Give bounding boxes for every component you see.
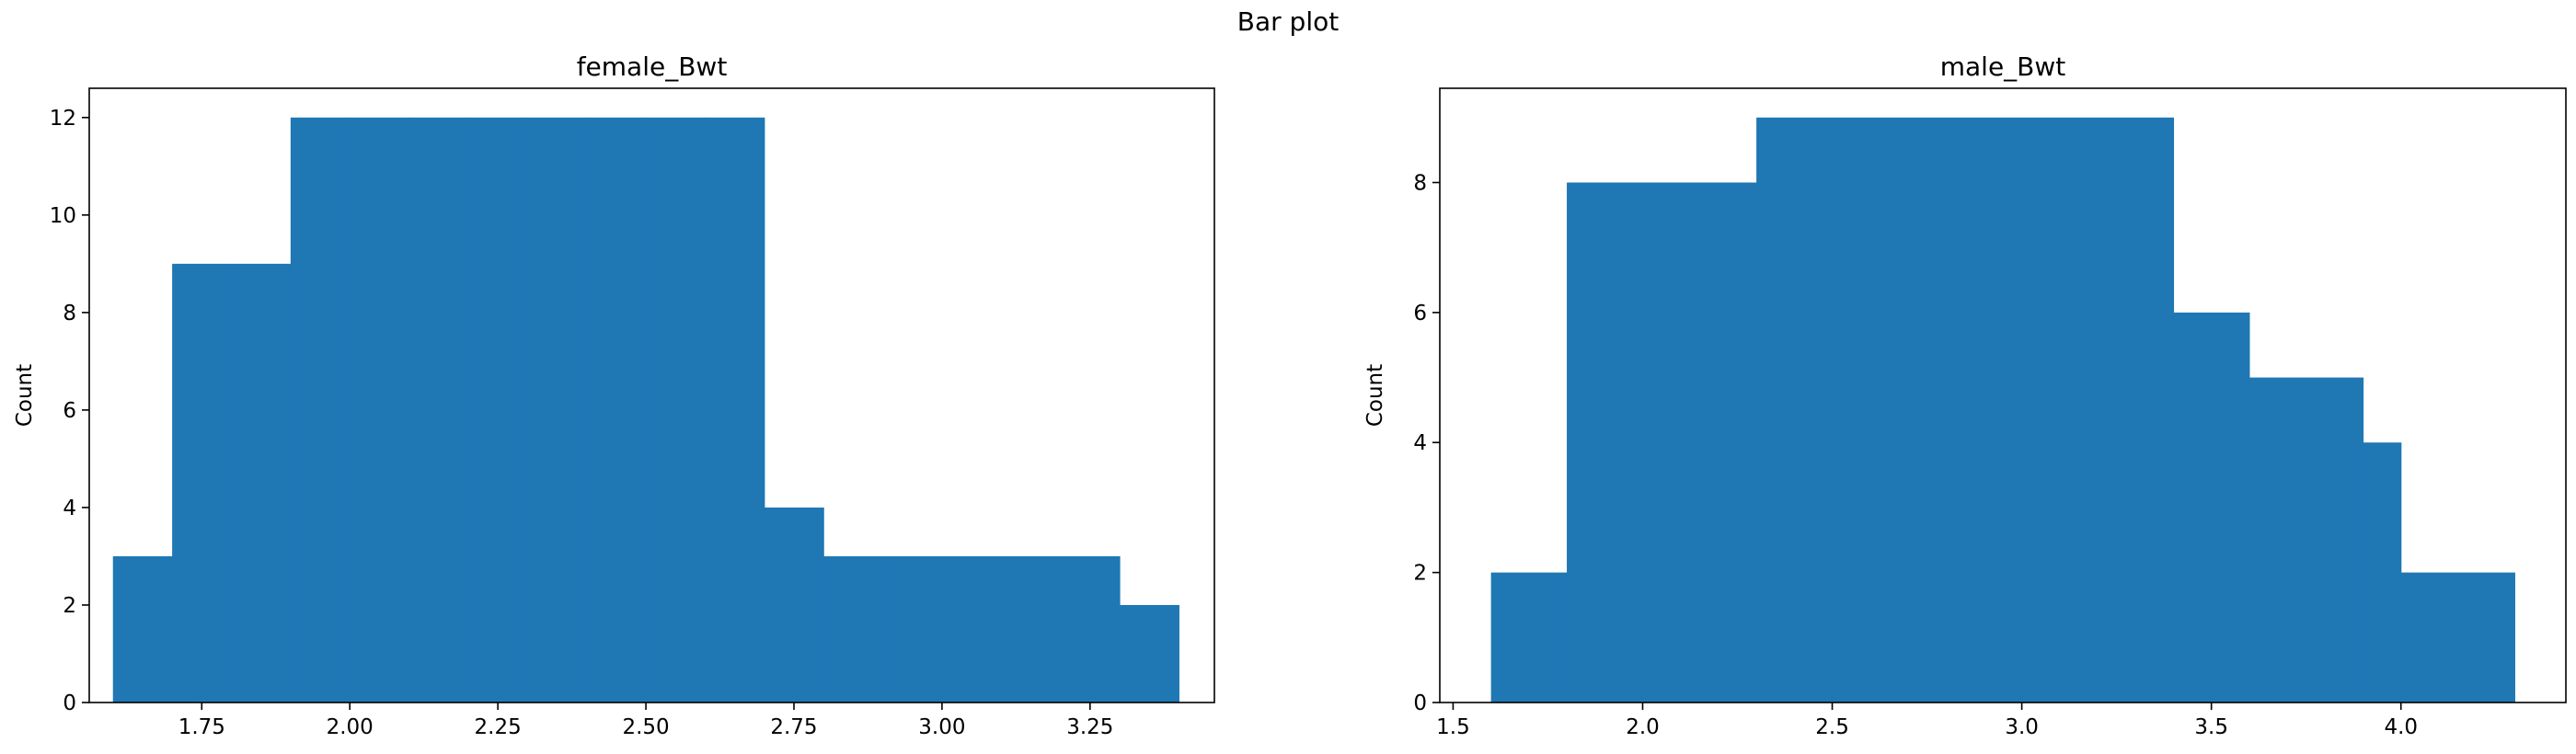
- y-axis-label: Count: [13, 364, 37, 427]
- x-tick-label: 1.75: [178, 715, 225, 739]
- histogram-bar: [112, 555, 173, 703]
- x-tick-label: 3.5: [2194, 715, 2228, 739]
- histogram-bar: [1567, 182, 1757, 703]
- histogram-bar: [290, 117, 351, 703]
- x-tick-label: 2.25: [475, 715, 522, 739]
- y-tick-label: 8: [63, 302, 76, 326]
- y-tick-label: 12: [50, 107, 76, 131]
- y-axis-label: Count: [1363, 364, 1387, 427]
- y-tick-label: 4: [1413, 431, 1427, 455]
- histogram-bar: [705, 117, 765, 703]
- histogram-bar: [586, 117, 647, 703]
- histogram-bar: [2248, 377, 2364, 703]
- x-tick-label: 1.5: [1436, 715, 1470, 739]
- x-tick-label: 2.50: [622, 715, 669, 739]
- y-tick-label: 2: [1413, 562, 1427, 586]
- histogram-bar: [646, 117, 707, 703]
- y-tick-label: 0: [63, 691, 76, 715]
- x-tick-label: 2.00: [327, 715, 374, 739]
- histogram-bar: [527, 117, 588, 703]
- x-tick-label: 3.00: [918, 715, 965, 739]
- histogram-bar: [2363, 442, 2402, 703]
- y-tick-label: 6: [1413, 302, 1427, 326]
- histogram-bar: [1120, 604, 1179, 703]
- subplot-title: female_Bwt: [577, 51, 728, 82]
- histogram-bar: [823, 555, 884, 703]
- figure-suptitle: Bar plot: [1237, 6, 1339, 37]
- y-tick-label: 0: [1413, 691, 1427, 715]
- subplot-2: 1.5 2.0 2.5 3.0 3.5 4.0 0 2 4 6 8 male_Bwt Count: [1363, 51, 2567, 739]
- histogram-bar: [172, 263, 233, 703]
- x-tick-label: 2.0: [1626, 715, 1660, 739]
- histogram-bar: [1060, 555, 1121, 703]
- axes-frame: [88, 87, 1215, 703]
- subplot-1: 1.75 2.00 2.25 2.50 2.75 3.00 3.25 0 2 4 6 8 10 12 fem…: [13, 51, 1215, 739]
- x-tick-label: 3.0: [2005, 715, 2039, 739]
- histogram-bar: [231, 263, 292, 703]
- y-tick-label: 2: [63, 594, 76, 618]
- histogram-bar: [764, 507, 824, 703]
- histogram-bar: [2173, 312, 2250, 703]
- y-tick-label: 6: [63, 399, 76, 423]
- y-tick-label: 8: [1413, 171, 1427, 195]
- axes-frame: [1439, 87, 2567, 703]
- histogram-bar: [350, 117, 410, 703]
- histogram-bar: [2400, 572, 2515, 703]
- y-tick-label: 4: [63, 497, 76, 520]
- x-tick-label: 3.25: [1066, 715, 1113, 739]
- histogram-bar: [1001, 555, 1062, 703]
- histogram-bar: [408, 117, 469, 703]
- histogram-bar: [1756, 117, 2175, 703]
- y-tick-label: 10: [50, 204, 76, 228]
- subplot-title: male_Bwt: [1940, 51, 2066, 82]
- histogram-bar: [941, 555, 1002, 703]
- histogram-bar: [882, 555, 943, 703]
- x-tick-label: 4.0: [2384, 715, 2418, 739]
- histogram-bar: [467, 117, 528, 703]
- x-tick-label: 2.75: [770, 715, 817, 739]
- histogram-bar: [1490, 572, 1568, 703]
- x-tick-label: 2.5: [1815, 715, 1849, 739]
